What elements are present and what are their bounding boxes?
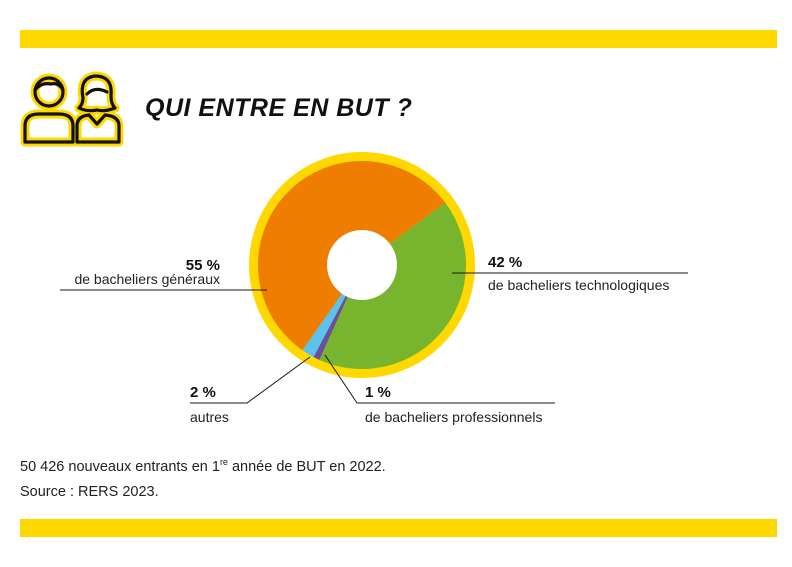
bottom-yellow-band [20,519,777,537]
chart-title: QUI ENTRE EN BUT ? [145,94,413,122]
donut-hole [327,230,397,300]
slice-technologiques [319,202,467,369]
label-autres: autres [190,409,229,425]
people-icon [20,71,124,147]
leader-line-professionnels [324,354,555,404]
footnote-entrants: 50 426 nouveaux entrants en 1re année de… [20,457,386,475]
footnote-source: Source : RERS 2023. [20,484,159,500]
pct-label-autres: 2 % [190,384,216,401]
top-yellow-band [20,30,777,48]
leader-line-autres [190,356,311,404]
label-generaux: de bacheliers généraux [74,271,220,287]
pct-label-professionnels: 1 % [365,384,391,401]
pct-label-generaux: 55 % [186,257,220,274]
pct-label-technologiques: 42 % [488,254,522,271]
label-professionnels: de bacheliers professionnels [365,409,542,425]
label-technologiques: de bacheliers technologiques [488,277,669,293]
